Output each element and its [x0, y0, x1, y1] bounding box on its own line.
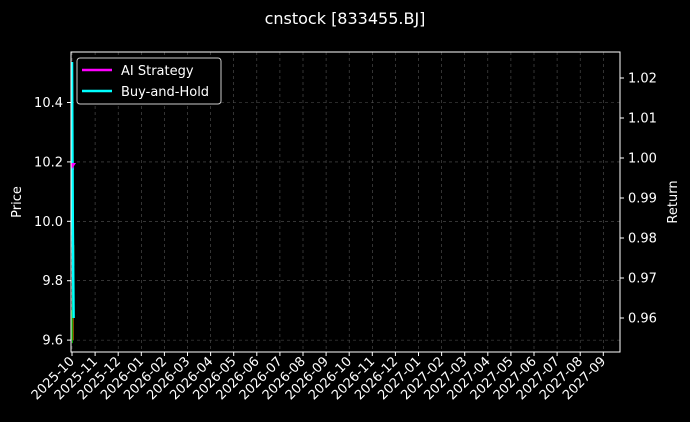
y2-tick-label: 1.00 — [628, 152, 657, 167]
legend-label-bh: Buy-and-Hold — [121, 85, 209, 100]
candle-body — [71, 310, 74, 341]
y2-tick-label: 0.97 — [628, 272, 657, 287]
series-line-1 — [70, 61, 75, 319]
y2-tick-label: 0.96 — [628, 312, 657, 327]
ai-strategy-marker — [71, 163, 76, 169]
legend: AI Strategy Buy-and-Hold — [76, 57, 222, 105]
y-tick-label: 10.2 — [34, 155, 63, 170]
y-tick-label: 9.6 — [42, 334, 63, 349]
y2-tick-label: 0.98 — [628, 232, 657, 247]
legend-label-ai: AI Strategy — [121, 64, 194, 79]
y2-tick-label: 1.01 — [628, 112, 657, 127]
y-axis-label: Price — [10, 186, 25, 218]
y2-tick-label: 1.02 — [628, 72, 657, 87]
y2-tick-label: 0.99 — [628, 192, 657, 207]
y-tick-label: 9.8 — [42, 274, 63, 289]
y-tick-label: 10.0 — [34, 215, 63, 230]
y2-axis-label: Return — [666, 180, 681, 223]
chart-title: cnstock [833455.BJ] — [265, 9, 426, 28]
y-tick-label: 10.4 — [34, 96, 63, 111]
plot-frame — [70, 51, 621, 353]
